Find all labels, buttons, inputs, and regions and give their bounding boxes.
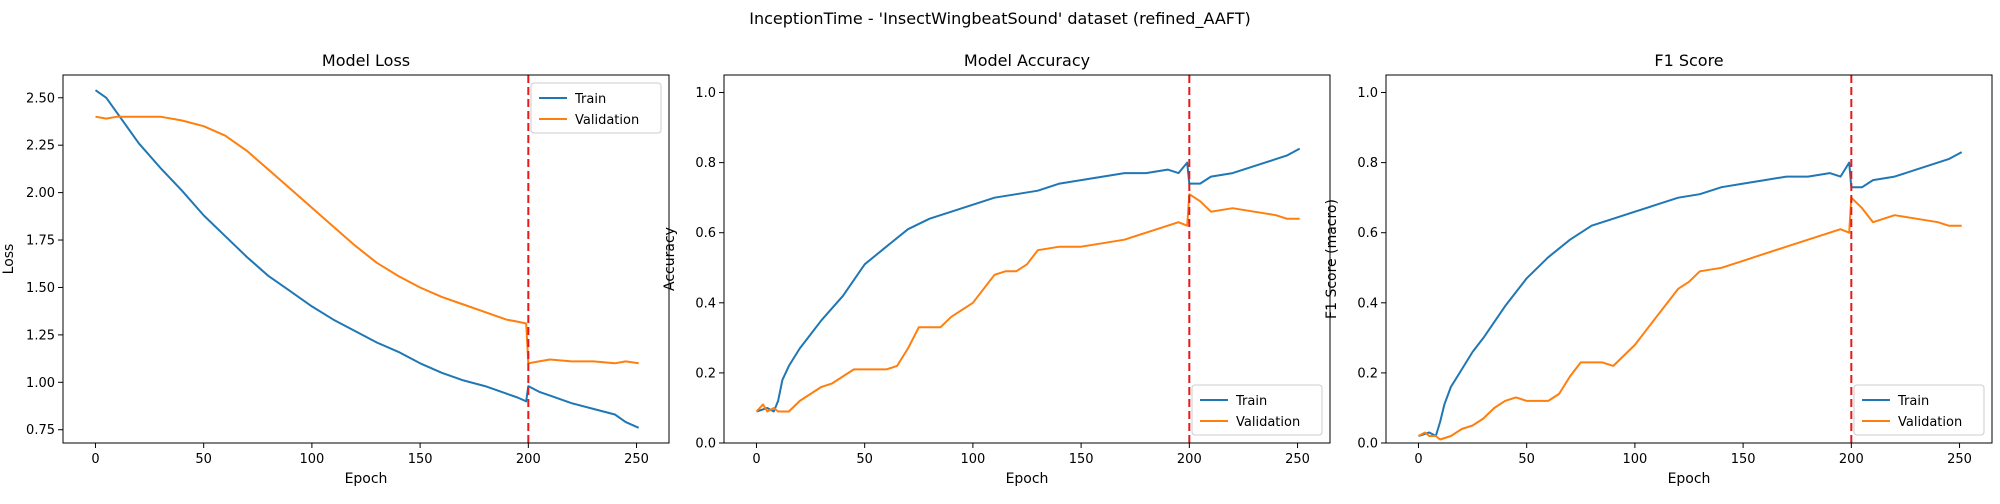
y-tick-label: 0.8 [695,156,716,171]
chart-panel-2: Model Accuracy 0 50 100 150 200 250 0.0 0.2 0.4 0.… [662,51,1331,487]
series-line-validation [755,193,1300,413]
x-axis-label: Epoch [345,471,388,487]
legend-label-validation: Validation [575,113,639,128]
x-tick-label: 150 [1731,452,1756,467]
chart-panel-1: Model Loss 0 50 100 150 200 250 0.75 1.00 1.25 1.5… [1,51,670,487]
x-tick-label: 50 [856,452,873,467]
y-tick-label: 0.0 [1357,437,1378,452]
y-axis-label: Accuracy [662,227,678,291]
y-tick-label: 0.75 [26,423,55,438]
x-tick-label: 250 [1285,452,1310,467]
legend-box [1191,384,1323,436]
y-tick-label: 0.2 [1357,366,1378,381]
x-tick-label: 50 [1518,452,1535,467]
x-tick-label: 0 [752,452,760,467]
series-line-train [756,147,1301,413]
y-tick-label: 0.4 [695,296,716,311]
y-tick-label: 1.00 [26,376,55,391]
series-line-train [1418,151,1963,437]
figure-suptitle: InceptionTime - 'InsectWingbeatSound' da… [749,9,1250,29]
y-tick-label: 1.0 [695,86,716,101]
legend: Train Validation [1191,384,1323,436]
y-axis-label: F1 Score (macro) [1324,199,1340,319]
x-tick-label: 100 [1622,452,1647,467]
y-tick-label: 2.25 [26,139,55,154]
x-tick-label: 50 [195,452,212,467]
x-tick-label: 250 [624,452,649,467]
series-line-validation [95,115,639,365]
x-tick-label: 200 [1177,452,1202,467]
legend-box [1853,384,1985,436]
x-tick-label: 250 [1947,452,1972,467]
x-tick-label: 150 [1069,452,1094,467]
legend: Train Validation [530,82,662,134]
y-axis-label: Loss [1,244,17,275]
x-tick-label: 200 [516,452,541,467]
chart-title: Model Loss [322,51,410,70]
y-tick-label: 0.2 [695,366,716,381]
y-tick-label: 0.6 [695,226,716,241]
x-tick-label: 0 [91,452,99,467]
x-axis-label: Epoch [1006,471,1049,487]
legend-label-validation: Validation [1898,415,1962,430]
plot-frame [62,74,670,444]
y-tick-label: 0.6 [1357,226,1378,241]
plot-frame [723,74,1331,444]
legend-label-train: Train [1897,394,1929,409]
y-tick-label: 2.00 [26,186,55,201]
y-tick-label: 2.50 [26,91,55,106]
legend: Train Validation [1853,384,1985,436]
x-tick-label: 100 [299,452,324,467]
y-tick-label: 1.50 [26,281,55,296]
legend-box [530,82,662,134]
y-tick-label: 1.0 [1357,86,1378,101]
chart-title: F1 Score [1654,51,1723,70]
x-axis-label: Epoch [1668,471,1711,487]
legend-label-validation: Validation [1236,415,1300,430]
legend-label-train: Train [1235,394,1267,409]
plot-frame [1385,74,1993,444]
y-tick-label: 0.8 [1357,156,1378,171]
y-tick-label: 1.75 [26,234,55,249]
y-tick-label: 0.0 [695,437,716,452]
chart-title: Model Accuracy [964,51,1090,70]
chart-panel-3: F1 Score 0 50 100 150 200 250 0.0 0.2 0.4 0.6 0.8 1.… [1324,51,1993,487]
x-tick-label: 0 [1414,452,1422,467]
y-tick-label: 1.25 [26,328,55,343]
series-line-train [94,89,640,429]
y-tick-label: 0.4 [1357,296,1378,311]
x-tick-label: 150 [408,452,433,467]
x-tick-label: 200 [1839,452,1864,467]
x-tick-label: 100 [960,452,985,467]
legend-label-train: Train [574,92,606,107]
